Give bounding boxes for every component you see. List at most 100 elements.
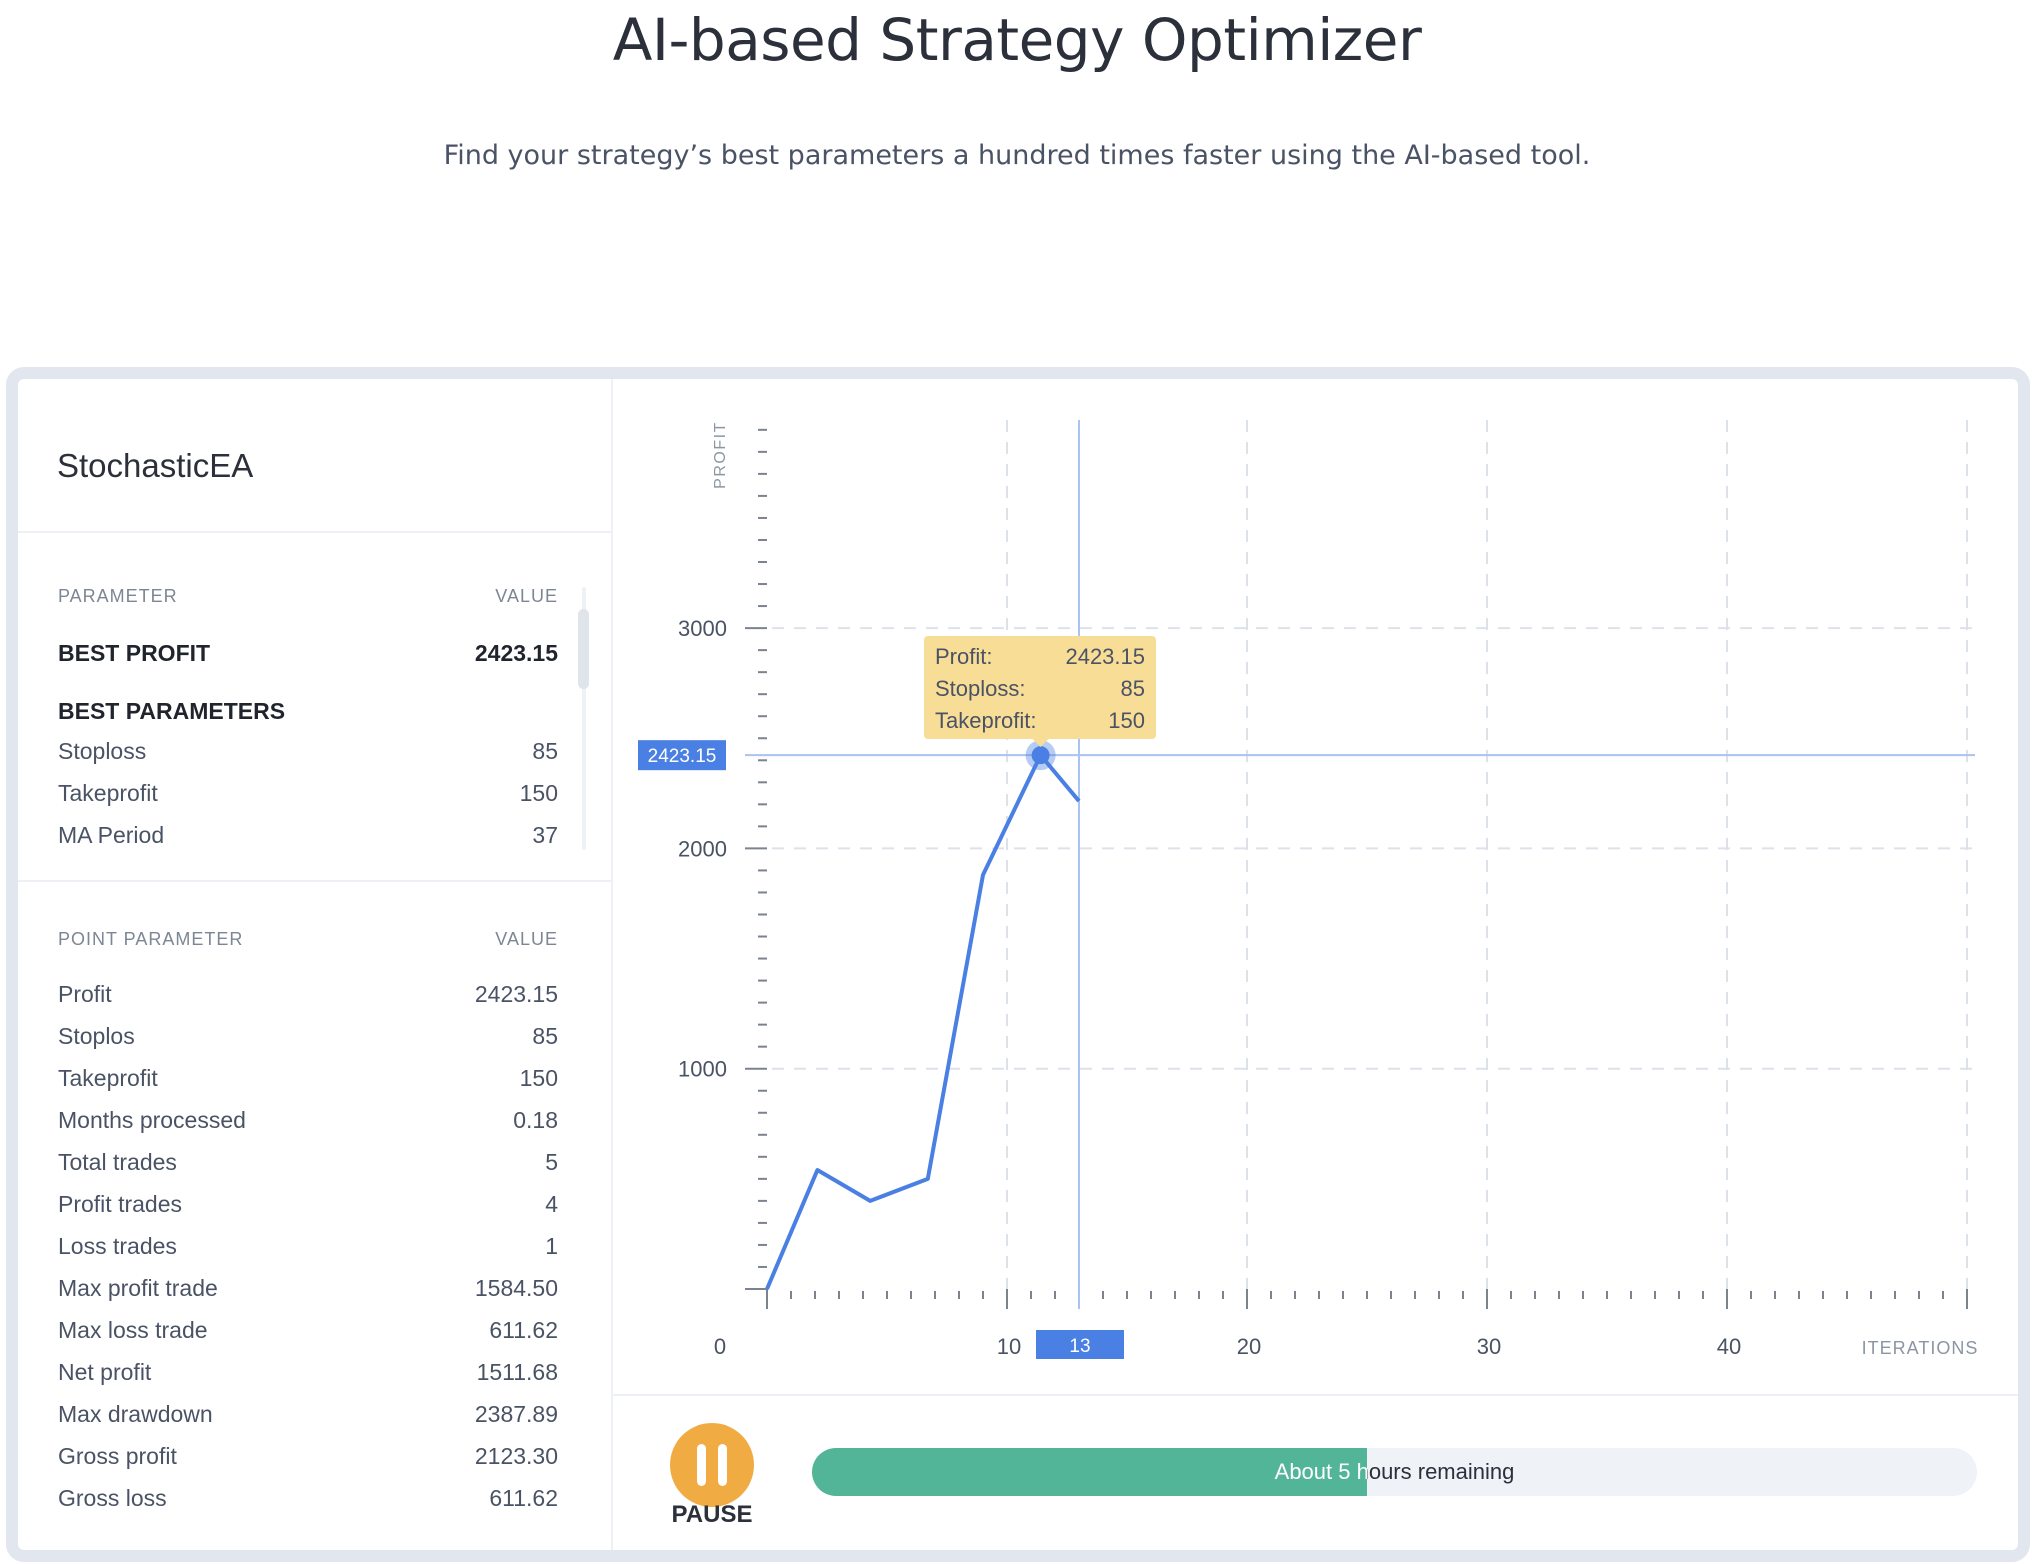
point-param-label: Gross profit xyxy=(58,1443,177,1469)
best-parameters-heading: BEST PARAMETERS xyxy=(58,698,558,725)
best-param-row: MA Period 37 xyxy=(58,822,558,849)
point-param-label: Net profit xyxy=(58,1359,152,1385)
pause-button[interactable] xyxy=(670,1423,754,1507)
pause-label[interactable]: PAUSE xyxy=(671,1501,753,1528)
tooltip-value: 150 xyxy=(1108,708,1145,733)
strategy-name: StochasticEA xyxy=(57,447,254,484)
x-tick-label: 20 xyxy=(1237,1334,1261,1359)
progress-fill xyxy=(812,1448,1367,1496)
point-param-label: Max profit trade xyxy=(58,1275,218,1301)
x-tick-label: 10 xyxy=(997,1334,1021,1359)
y-axis-title: PROFIT xyxy=(712,421,729,489)
y-tick-label: 1000 xyxy=(678,1057,727,1082)
point-param-value: 1 xyxy=(545,1233,558,1259)
x-axis-title: ITERATIONS xyxy=(1862,1338,1979,1358)
col-value: VALUE xyxy=(495,586,558,606)
col-point-parameter: POINT PARAMETER xyxy=(58,929,244,949)
tooltip-box xyxy=(924,636,1156,739)
best-table-header: PARAMETER VALUE xyxy=(58,586,558,607)
scrollbar-thumb[interactable] xyxy=(578,609,589,689)
point-param-label: Profit xyxy=(58,981,112,1007)
point-param-value: 611.62 xyxy=(489,1485,558,1511)
param-label: MA Period xyxy=(58,822,165,848)
best-param-row: Takeprofit 150 xyxy=(58,780,558,807)
x-tick-label: 0 xyxy=(714,1334,726,1359)
tooltip-value: 85 xyxy=(1121,676,1145,701)
divider xyxy=(613,1394,2018,1396)
point-param-label: Loss trades xyxy=(58,1233,177,1259)
y-value-marker-text: 2423.15 xyxy=(648,746,717,767)
point-param-value: 1584.50 xyxy=(474,1275,558,1301)
point-param-value: 1511.68 xyxy=(476,1359,558,1385)
param-value: 85 xyxy=(532,738,558,764)
point-param-label: Stoplos xyxy=(58,1023,135,1049)
best-profit-label: BEST PROFIT xyxy=(58,640,211,666)
optimizer-card: StochasticEA PARAMETER VALUE BEST PROFIT… xyxy=(6,367,2030,1562)
point-param-label: Profit trades xyxy=(58,1191,182,1217)
x-tick-label: 30 xyxy=(1477,1334,1501,1359)
progress-bar: About 5 hours remaining About 5 hours re… xyxy=(812,1448,1977,1496)
best-profit-row: BEST PROFIT 2423.15 xyxy=(58,640,558,667)
point-param-row: Total trades 5 xyxy=(58,1149,558,1176)
point-param-value: 2387.89 xyxy=(474,1401,558,1427)
point-param-row: Profit 2423.15 xyxy=(58,981,558,1008)
point-param-label: Gross loss xyxy=(58,1485,167,1511)
tooltip-arrow xyxy=(1032,739,1049,747)
param-value: 150 xyxy=(519,780,558,806)
point-param-row: Max loss trade 611.62 xyxy=(58,1317,558,1344)
highlight-point xyxy=(1031,746,1050,765)
x-value-marker xyxy=(1036,1330,1124,1359)
point-param-value: 150 xyxy=(519,1065,558,1091)
point-param-value: 2123.30 xyxy=(474,1443,558,1469)
point-param-row: Gross loss 611.62 xyxy=(58,1485,558,1512)
point-param-value: 5 xyxy=(545,1149,558,1175)
divider xyxy=(18,880,611,882)
point-param-value: 4 xyxy=(545,1191,558,1217)
point-param-label: Max drawdown xyxy=(58,1401,213,1427)
point-param-value: 611.62 xyxy=(489,1317,558,1343)
point-param-row: Gross profit 2123.30 xyxy=(58,1443,558,1470)
y-tick-label: 3000 xyxy=(678,616,727,641)
scrollbar-track[interactable] xyxy=(582,587,586,850)
page-subtitle: Find your strategy’s best parameters a h… xyxy=(443,140,1591,171)
point-param-row: Max profit trade 1584.50 xyxy=(58,1275,558,1302)
point-param-label: Max loss trade xyxy=(58,1317,208,1343)
point-param-row: Net profit 1511.68 xyxy=(58,1359,558,1386)
point-param-value: 2423.15 xyxy=(474,981,558,1007)
param-label: Takeprofit xyxy=(58,780,158,806)
y-value-marker xyxy=(638,740,726,771)
point-param-row: Max drawdown 2387.89 xyxy=(58,1401,558,1428)
tooltip-label: Stoploss: xyxy=(935,676,1026,701)
point-param-row: Profit trades 4 xyxy=(58,1191,558,1218)
param-label: Stoploss xyxy=(58,738,147,764)
parameters-panel: StochasticEA PARAMETER VALUE BEST PROFIT… xyxy=(18,379,613,1550)
point-table-header: POINT PARAMETER VALUE xyxy=(58,929,558,950)
point-param-row: Takeprofit 150 xyxy=(58,1065,558,1092)
tooltip-value: 2423.15 xyxy=(1065,644,1145,669)
col-parameter: PARAMETER xyxy=(58,586,178,606)
x-value-marker-text: 13 xyxy=(1069,1336,1090,1357)
point-param-label: Months processed xyxy=(58,1107,246,1133)
point-param-row: Months processed 0.18 xyxy=(58,1107,558,1134)
point-param-label: Takeprofit xyxy=(58,1065,158,1091)
point-param-value: 85 xyxy=(532,1023,558,1049)
progress-text-light: About 5 hours remaining xyxy=(1274,1459,1367,1484)
page-title: AI-based Strategy Optimizer xyxy=(612,6,1422,74)
point-param-value: 0.18 xyxy=(513,1107,558,1133)
progress-text-overlay: About 5 hours remaining xyxy=(812,1448,1367,1496)
param-value: 37 xyxy=(532,822,558,848)
point-param-row: Loss trades 1 xyxy=(58,1233,558,1260)
best-param-row: Stoploss 85 xyxy=(58,738,558,765)
tooltip-label: Profit: xyxy=(935,644,992,669)
point-param-label: Total trades xyxy=(58,1149,177,1175)
best-profit-value: 2423.15 xyxy=(474,640,558,666)
point-param-row: Stoplos 85 xyxy=(58,1023,558,1050)
y-tick-label: 2000 xyxy=(678,836,727,861)
col-value: VALUE xyxy=(495,929,558,949)
tooltip-label: Takeprofit: xyxy=(935,708,1037,733)
divider xyxy=(18,531,611,533)
profit-line xyxy=(765,753,1081,1290)
best-parameters-label: BEST PARAMETERS xyxy=(58,698,286,724)
x-tick-label: 40 xyxy=(1717,1334,1741,1359)
